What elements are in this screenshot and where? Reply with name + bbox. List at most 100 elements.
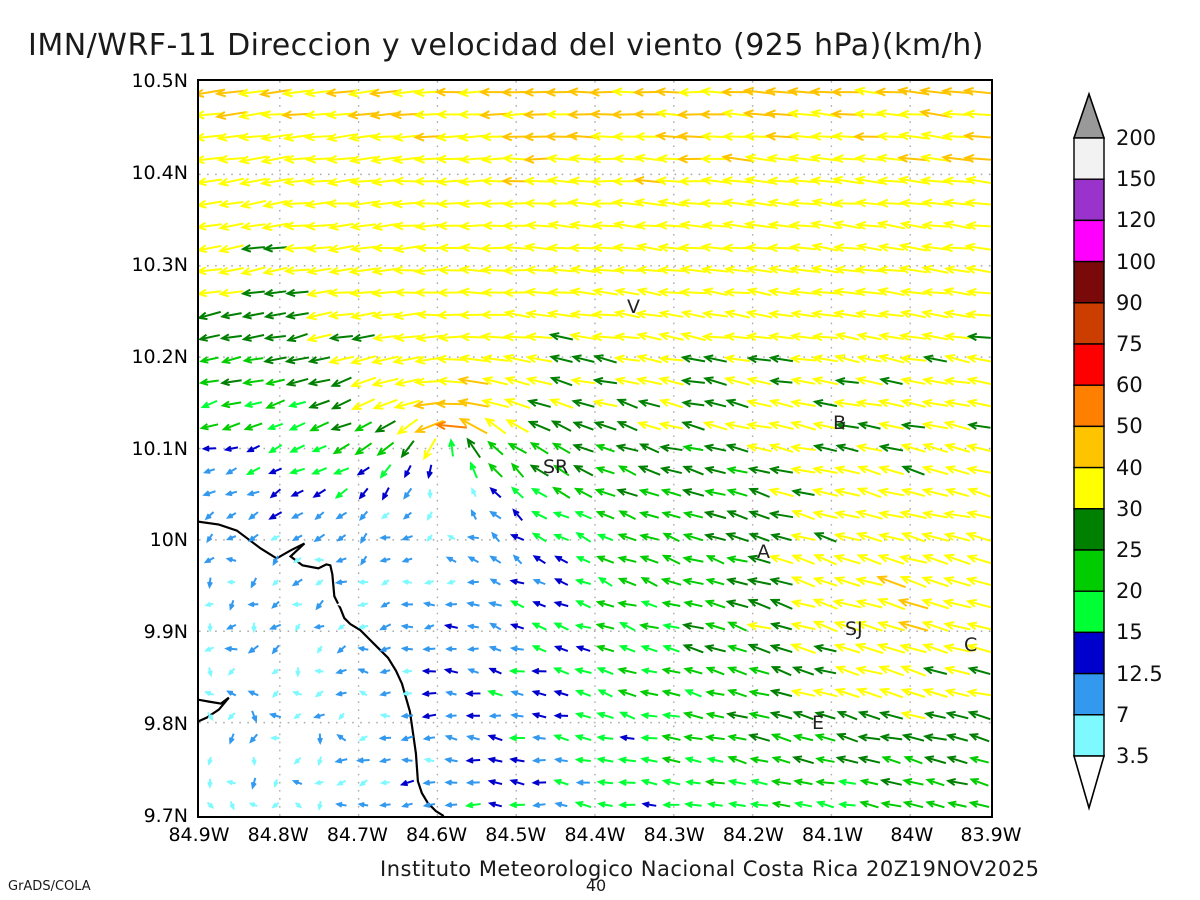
- wind-arrow: [706, 756, 724, 764]
- wind-arrow: [682, 444, 704, 452]
- wind-arrow: [747, 598, 771, 610]
- wind-arrow: [286, 333, 308, 343]
- wind-arrow: [287, 400, 306, 409]
- map-plot-area[interactable]: [197, 79, 993, 818]
- wind-arrow: [596, 533, 614, 542]
- wind-arrow: [768, 487, 794, 498]
- wind-arrow: [832, 198, 862, 208]
- wind-arrow: [768, 420, 794, 430]
- wind-arrow: [634, 221, 663, 231]
- wind-arrow: [465, 757, 481, 764]
- wind-arrow: [401, 557, 413, 563]
- colorbar-block-50[interactable]: [1073, 384, 1105, 428]
- wind-arrow: [725, 532, 749, 543]
- wind-arrow: [355, 757, 370, 764]
- wind-arrow: [268, 511, 283, 520]
- wind-arrow: [596, 779, 614, 786]
- wind-arrow: [199, 132, 225, 142]
- wind-arrow: [810, 309, 839, 319]
- wind-arrow: [965, 287, 991, 297]
- wind-arrow: [896, 86, 929, 96]
- wind-arrow: [704, 488, 726, 497]
- wind-arrow: [262, 266, 288, 276]
- wind-arrow: [661, 778, 681, 786]
- wind-arrow: [502, 353, 532, 364]
- wind-arrow: [487, 779, 503, 786]
- wind-arrow: [636, 331, 662, 341]
- wind-arrow: [465, 712, 480, 719]
- wind-arrow: [855, 198, 883, 208]
- wind-arrow: [723, 376, 751, 386]
- wind-arrow: [743, 220, 774, 230]
- colorbar-block-20[interactable]: [1073, 549, 1105, 592]
- wind-arrow: [596, 711, 614, 720]
- wind-arrow: [811, 242, 839, 252]
- wind-arrow: [788, 220, 817, 231]
- wind-arrow: [749, 801, 769, 809]
- wind-arrow: [546, 309, 576, 319]
- wind-arrow: [636, 287, 662, 297]
- wind-arrow: [595, 600, 615, 608]
- wind-arrow: [683, 801, 702, 809]
- wind-arrow: [942, 198, 972, 208]
- wind-arrow: [943, 510, 971, 520]
- wind-arrow: [704, 599, 726, 609]
- wind-arrow: [640, 778, 658, 786]
- wind-arrow: [258, 88, 291, 98]
- wind-arrow: [503, 309, 531, 319]
- wind-arrow: [877, 420, 904, 430]
- wind-arrow: [614, 287, 640, 297]
- wind-arrows: [199, 86, 991, 811]
- wind-arrow: [510, 690, 524, 697]
- wind-arrow: [878, 687, 904, 699]
- colorbar-block-3.5[interactable]: [1073, 714, 1105, 757]
- wind-arrow: [638, 510, 660, 519]
- wind-arrow: [878, 443, 904, 453]
- colorbar-block-25[interactable]: [1073, 508, 1105, 551]
- colorbar-block-15[interactable]: [1073, 590, 1105, 634]
- wind-arrow: [767, 265, 794, 275]
- colorbar-block-150[interactable]: [1073, 137, 1105, 180]
- wind-arrow: [574, 667, 592, 675]
- colorbar-block-40[interactable]: [1073, 425, 1105, 469]
- wind-arrow: [525, 354, 553, 364]
- colorbar-block-75[interactable]: [1073, 302, 1105, 345]
- colorbar-block-60[interactable]: [1073, 343, 1105, 386]
- wind-arrow: [424, 557, 434, 563]
- wind-arrow: [966, 621, 991, 631]
- wind-arrow: [639, 555, 659, 564]
- wind-arrow: [464, 801, 481, 809]
- wind-arrow: [466, 601, 480, 608]
- wind-arrow: [968, 755, 989, 764]
- wind-arrow: [207, 778, 213, 789]
- wind-arrow: [508, 801, 525, 809]
- wind-arrow: [966, 332, 991, 342]
- colorbar-block-90[interactable]: [1073, 260, 1105, 304]
- colorbar-block-7[interactable]: [1073, 672, 1105, 716]
- wind-arrow: [966, 688, 991, 698]
- colorbar-block-120[interactable]: [1073, 178, 1105, 222]
- wind-arrow: [834, 665, 860, 677]
- wind-arrow: [661, 733, 681, 742]
- colorbar-block-12.5[interactable]: [1073, 631, 1105, 675]
- colorbar-block-30[interactable]: [1073, 466, 1105, 510]
- colorbar-block-100[interactable]: [1073, 219, 1105, 263]
- wind-arrow: [199, 88, 225, 98]
- wind-arrow: [263, 311, 286, 320]
- wind-arrow: [354, 442, 373, 456]
- wind-arrow: [379, 668, 391, 675]
- wind-arrow: [379, 802, 391, 808]
- wind-arrow: [876, 220, 906, 230]
- wind-arrow: [727, 778, 747, 786]
- wind-arrow: [547, 220, 575, 230]
- wind-arrow: [357, 668, 369, 674]
- colorbar-legend[interactable]: 200 150 120 100 90 75 60 50 40 30 25 20 15 12.5 7 3.5: [1060, 88, 1200, 828]
- wind-arrow: [525, 332, 553, 342]
- wind-arrow: [682, 711, 704, 720]
- wind-arrow: [272, 579, 279, 587]
- colorbar-label-20: 20: [1116, 579, 1143, 604]
- wind-arrow: [466, 437, 481, 459]
- wind-arrow: [748, 510, 770, 520]
- wind-arrow: [223, 445, 239, 452]
- wind-arrow: [293, 713, 302, 720]
